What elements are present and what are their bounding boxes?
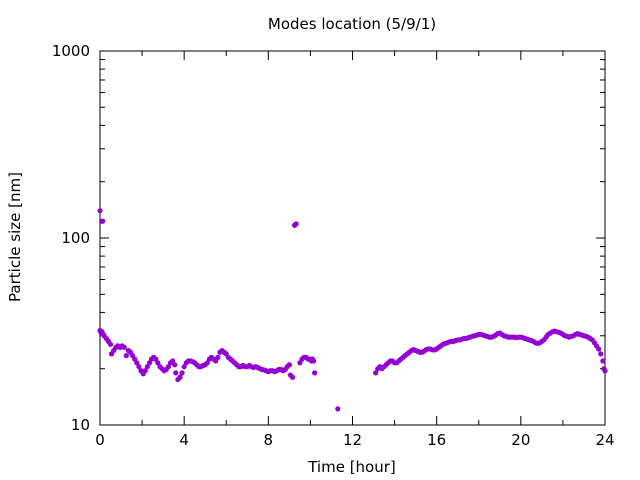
x-axis-label: Time [hour] [307,458,396,476]
data-point [179,370,185,376]
data-point [335,406,341,412]
data-point [373,370,379,376]
data-point [136,364,142,370]
plot-frame [99,50,606,426]
data-point [100,218,106,224]
data-points [97,208,608,412]
data-point [173,370,179,376]
data-point [97,208,103,214]
data-point [123,353,129,359]
data-point [602,368,608,374]
data-point [144,364,150,370]
y-tick-label: 10 [71,416,90,434]
x-tick-label: 4 [179,431,189,449]
data-point [121,344,127,350]
data-point [289,374,296,380]
data-point [172,362,178,368]
data-point [310,358,317,364]
x-tick-label: 24 [595,431,614,449]
x-tick-label: 12 [343,431,362,449]
data-point [215,354,221,360]
data-point [600,358,606,364]
y-tick-label: 100 [61,229,90,247]
axis-ticks: 0 4 8 12 16 20 24 10 100 1000 [52,42,615,449]
x-tick-label: 0 [95,431,105,449]
data-point [286,362,292,368]
y-tick-label: 1000 [52,42,90,60]
data-point [312,370,318,376]
data-point [293,221,299,227]
x-tick-label: 20 [511,431,530,449]
x-tick-label: 8 [264,431,274,449]
data-point [598,351,604,357]
chart-title: Modes location (5/9/1) [268,15,436,33]
data-point [107,341,114,347]
x-tick-label: 16 [427,431,446,449]
data-point [596,346,602,352]
data-point [155,360,161,366]
data-point [177,374,183,380]
data-point [169,358,176,364]
data-point [142,368,148,374]
data-point [181,364,187,370]
data-point [134,360,140,366]
data-point [165,364,171,370]
y-axis-label: Particle size [nm] [6,172,24,302]
